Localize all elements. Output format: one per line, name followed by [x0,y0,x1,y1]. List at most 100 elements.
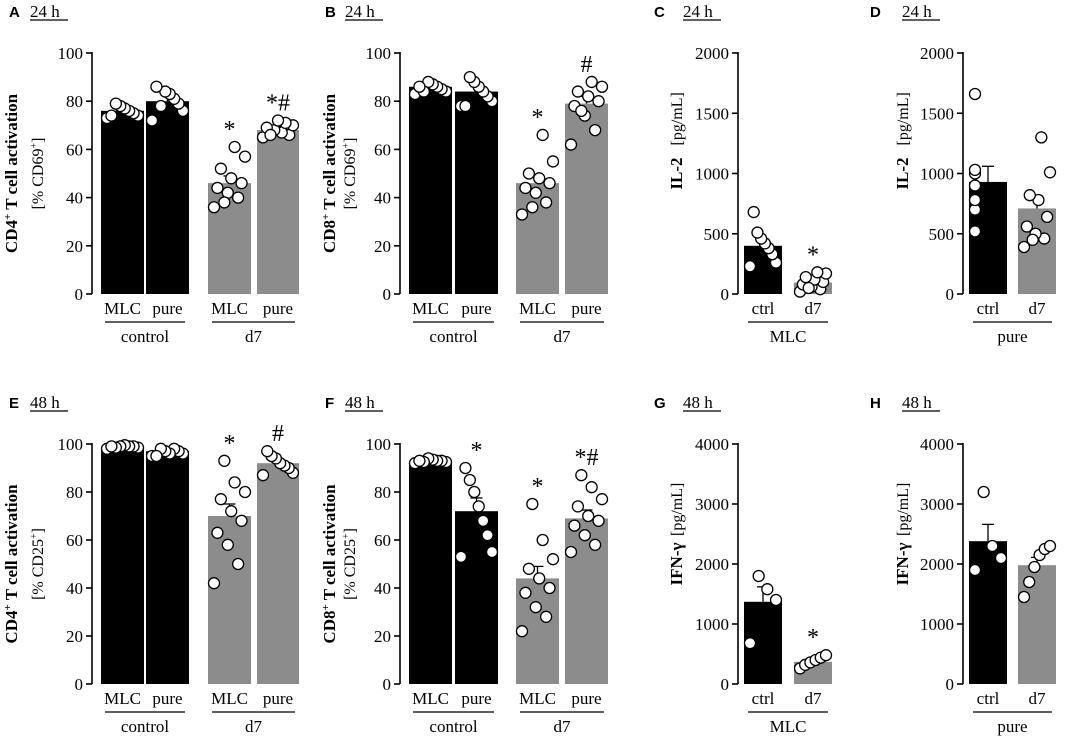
panel-letter: F [325,395,334,412]
data-point [468,485,481,499]
bar-mlc [101,110,144,294]
y-tick-label: 100 [58,435,84,454]
data-point [218,196,231,209]
panel-d: D 24 h 0 500 1000 1500 2000 IL-2 [pg/mL] ctrl d7pu… [870,2,1057,346]
data-point [519,181,532,195]
panel-letter: A [9,4,20,21]
data-point [968,179,982,192]
data-point [214,493,228,506]
data-point [1020,220,1034,233]
y-tick-label: 100 [58,44,84,63]
y-tick-label: 0 [946,285,955,304]
data-point [476,514,490,527]
group-label: control [429,717,477,736]
data-point [546,155,560,168]
category-label: d7 [805,689,823,708]
data-point [413,454,426,467]
y-tick-label: 2000 [920,555,954,574]
data-point [588,123,602,137]
data-point [564,138,578,151]
y-tick-label: 60 [374,140,391,159]
data-point [994,551,1008,565]
y-tick-label: 100 [366,44,392,63]
y-tick-label: 0 [75,675,84,694]
significance-mark: *# [266,90,290,116]
data-point [819,649,833,662]
significance-mark: * [532,105,544,131]
time-label: 48 h [345,393,375,412]
y-axis-title: CD8+ T cell activation [320,93,339,253]
data-point [977,485,990,499]
data-point [743,260,757,273]
data-point [109,97,123,110]
data-point [235,514,248,527]
category-label: MLC [104,689,141,708]
panel-letter: H [870,395,881,412]
y-tick-label: 40 [66,189,83,208]
y-tick-label: 60 [66,140,83,159]
data-point [1023,575,1036,589]
data-point [769,593,783,607]
y-tick-label: 1500 [920,104,954,123]
time-label: 48 h [902,393,932,412]
data-point [1043,539,1057,553]
data-point [515,208,529,221]
y-tick-label: 2000 [920,44,954,63]
data-point [485,545,499,559]
group-label: d7 [554,327,572,346]
data-point [454,550,468,563]
data-point [154,99,168,113]
y-axis-title: IFN-γ [667,543,686,586]
data-point [543,176,556,190]
data-point [1035,131,1048,144]
significance-mark: * [532,474,544,500]
y-tick-label: 100 [366,435,392,454]
data-point [228,140,241,154]
data-point [592,514,605,527]
data-point [207,201,221,214]
data-point [578,529,591,542]
y-tick-label: 80 [66,92,83,111]
data-point [568,519,581,532]
group-label: d7 [245,327,263,346]
time-label: 24 h [345,2,375,21]
data-point [413,80,426,93]
significance-mark: # [272,421,284,447]
data-point [539,610,553,623]
category-label: pure [461,299,491,318]
time-label: 24 h [902,2,932,21]
data-point [211,526,224,539]
category-label: ctrl [752,299,775,318]
data-point [235,176,248,190]
y-tick-label: 40 [374,189,391,208]
data-point [533,172,546,185]
data-point [150,80,163,93]
data-point [207,577,221,590]
data-point [1026,233,1039,246]
data-point [481,529,494,542]
group-label: pure [997,717,1027,736]
y-tick-label: 20 [66,237,83,256]
significance-mark: * [471,438,483,464]
y-axis-unit: [pg/mL] [895,483,912,536]
y-tick-label: 1000 [695,615,729,634]
group-label: control [429,327,477,346]
y-tick-label: 40 [374,579,391,598]
y-tick-label: 0 [721,675,730,694]
y-tick-label: 2000 [695,555,729,574]
data-point [211,181,224,195]
data-point [472,500,485,513]
data-point [811,266,824,279]
panel-g: G 48 h 0 1000 2000 3000 4000 IFN-γ [pg/mL] ctrl * d… [654,393,833,736]
data-point [564,545,578,559]
category-label: pure [461,689,491,708]
bar-mlc [409,460,452,684]
category-label: MLC [412,299,449,318]
data-point [256,469,270,482]
panel-c: C 24 h 0 500 1000 1500 2000 IL-2 [pg/mL] ctrl * d7 M… [654,2,833,346]
data-point [595,80,609,93]
data-point [225,505,238,518]
data-point [271,114,285,127]
data-point [582,90,595,103]
time-label: 48 h [683,393,713,412]
